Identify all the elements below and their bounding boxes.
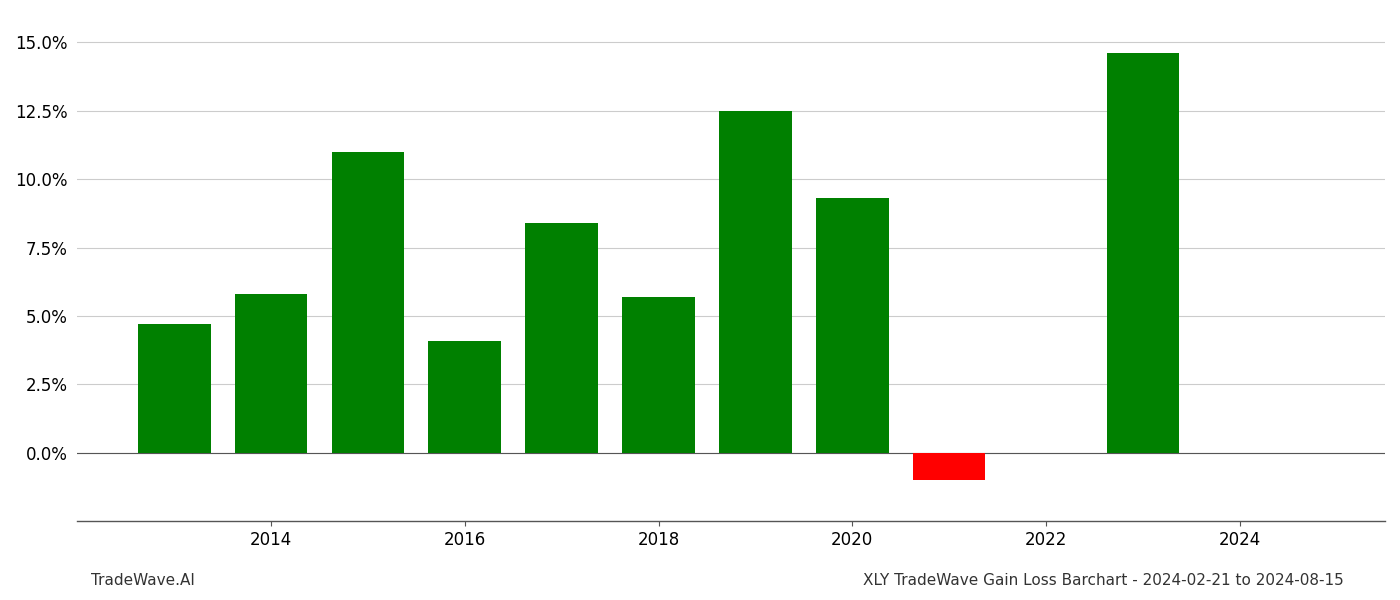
Bar <box>816 199 889 453</box>
Bar <box>720 111 792 453</box>
Text: TradeWave.AI: TradeWave.AI <box>91 573 195 588</box>
Bar <box>525 223 598 453</box>
Text: XLY TradeWave Gain Loss Barchart - 2024-02-21 to 2024-08-15: XLY TradeWave Gain Loss Barchart - 2024-… <box>864 573 1344 588</box>
Bar <box>137 324 210 453</box>
Bar <box>428 341 501 453</box>
Bar <box>1106 53 1179 453</box>
Bar <box>332 152 405 453</box>
Bar <box>622 297 694 453</box>
Bar <box>913 453 986 480</box>
Bar <box>235 294 308 453</box>
